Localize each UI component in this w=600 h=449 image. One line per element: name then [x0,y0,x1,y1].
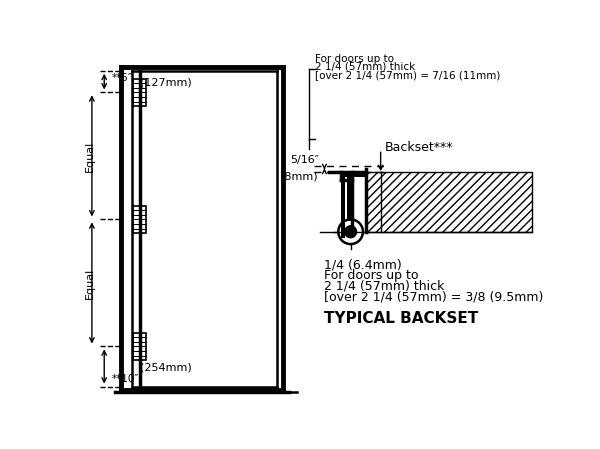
Text: Equal: Equal [85,140,95,172]
Text: 2 1/4 (57mm) thick: 2 1/4 (57mm) thick [325,280,445,293]
Text: TYPICAL BACKSET: TYPICAL BACKSET [325,311,479,326]
Bar [347,172,355,221]
Bar [133,79,146,106]
Text: 5/16″: 5/16″ [290,155,319,165]
Text: For doors up to: For doors up to [315,53,394,63]
Text: [over 2 1/4 (57mm) = 7/16 (11mm): [over 2 1/4 (57mm) = 7/16 (11mm) [315,70,500,80]
Bar [133,206,146,233]
Text: **10″: **10″ [112,374,139,384]
Text: (254mm): (254mm) [140,362,191,372]
Text: (8mm): (8mm) [280,172,317,182]
Bar [341,177,345,238]
Text: (127mm): (127mm) [140,77,191,88]
Text: Equal: Equal [85,267,95,299]
Bar [366,172,532,232]
Text: [over 2 1/4 (57mm) = 3/8 (9.5mm): [over 2 1/4 (57mm) = 3/8 (9.5mm) [325,291,544,304]
Text: **5″: **5″ [112,73,133,83]
Circle shape [345,226,356,237]
Text: 2 1/4 (57mm) thick: 2 1/4 (57mm) thick [315,62,415,72]
Text: For doors up to: For doors up to [325,269,419,282]
Bar [341,172,366,177]
Text: 1/4 (6.4mm): 1/4 (6.4mm) [325,258,402,271]
Bar [133,333,146,361]
Text: Backset***: Backset*** [385,141,453,154]
